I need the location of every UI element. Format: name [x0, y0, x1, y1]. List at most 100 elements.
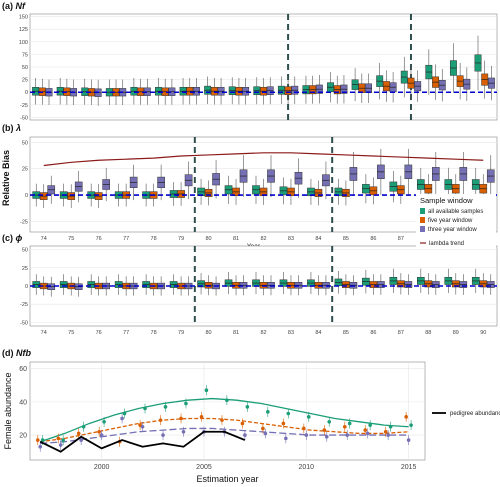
y-tick-label: 20: [19, 433, 27, 440]
panel-c: 50 25 0 -25 -50 74 75 76 77 78 79 80 81 82 83 84 85 86 87 8…: [2, 233, 498, 336]
x-tick-label: 83: [288, 236, 294, 242]
point-three: [406, 438, 411, 442]
point-three: [284, 436, 288, 441]
legend-background: [416, 194, 496, 249]
legend-pedigree-label: pedigree abundance: [450, 411, 500, 417]
y-tick-label: 0: [25, 90, 28, 96]
point-all: [245, 405, 250, 409]
point-three: [243, 433, 247, 437]
x-tick-label: 84: [315, 236, 321, 242]
point-five: [158, 418, 163, 422]
point-all: [102, 419, 106, 424]
x-tick-label: 79: [178, 330, 184, 336]
x-tick-label: 86: [370, 330, 376, 336]
x-tick-label: 75: [68, 330, 74, 336]
legend-swatch-five: [420, 217, 425, 223]
point-all: [266, 410, 270, 414]
panel-title-prefix: (c): [2, 233, 16, 243]
panel-title-prefix: (d): [2, 348, 16, 358]
point-three: [181, 429, 186, 434]
x-axis-label: Estimation year: [196, 474, 258, 484]
y-tick-label: 25: [22, 167, 28, 173]
y-tick-label: 50: [22, 65, 28, 71]
legend-title: Sample window: [420, 196, 473, 205]
point-five: [261, 426, 265, 431]
panel-title: (a) Nf: [2, 1, 26, 11]
x-tick-label: 76: [96, 236, 102, 242]
y-tick-label: 50: [22, 248, 28, 254]
point-three: [324, 434, 329, 439]
y-tick-label: 100: [19, 40, 28, 46]
point-five: [302, 426, 306, 431]
legend-trend-label: lambda trend: [429, 241, 464, 247]
point-all: [368, 423, 372, 427]
point-all: [347, 421, 352, 426]
x-tick-label: 75: [68, 236, 74, 242]
point-five: [322, 428, 327, 432]
x-tick-label: 90: [480, 330, 486, 336]
point-five: [76, 431, 81, 436]
x-tick-label: 81: [233, 236, 239, 242]
panel-title: (b) λ: [2, 123, 21, 133]
x-tick-label: 80: [205, 330, 211, 336]
panel-d: 20 40 60 2000 2005 2010 2015 Estimation year Fem…: [2, 348, 500, 484]
x-tick-label: 77: [123, 330, 129, 336]
panel-title-symbol: Nfb: [16, 348, 31, 358]
point-all: [286, 411, 291, 416]
panel-a: 150 125 100 75 50 25 0 -25 -50 (a) Nf: [2, 1, 498, 121]
x-tick-label: 78: [151, 330, 157, 336]
panel-title-symbol: ϕ: [16, 233, 23, 243]
point-all: [61, 438, 65, 442]
pedigree-line: [39, 430, 246, 453]
point-five: [220, 418, 224, 422]
point-five: [97, 429, 101, 434]
y-tick-label: -50: [20, 320, 28, 326]
y-tick-label: 0: [25, 284, 28, 290]
point-five: [363, 428, 368, 432]
y-axis-label: Female abundance: [3, 372, 13, 449]
point-three: [79, 438, 83, 442]
point-three: [58, 443, 63, 447]
x-tick-label: 77: [123, 236, 129, 242]
plot-border: [29, 361, 426, 461]
y-tick-label: 50: [22, 140, 28, 146]
x-tick-label: 2005: [196, 464, 212, 471]
x-tick-label: 82: [260, 330, 266, 336]
point-all: [81, 424, 86, 429]
x-tick-label: 87: [398, 236, 404, 242]
point-all: [327, 419, 332, 424]
x-tick-label: 82: [260, 236, 266, 242]
y-tick-label: 25: [22, 266, 28, 272]
point-all: [143, 406, 147, 411]
x-tick-label: 2010: [299, 464, 315, 471]
panel-title-prefix: (a): [2, 1, 16, 11]
x-tick-label: 85: [343, 330, 349, 336]
x-tick-label: 84: [315, 330, 321, 336]
point-all: [40, 438, 45, 442]
x-tick-label: 87: [398, 330, 404, 336]
x-tick-label: 79: [178, 236, 184, 242]
panel-title: (d) Nfb: [2, 348, 31, 358]
point-all: [409, 423, 413, 427]
legend-label-five: five year window: [428, 218, 473, 224]
point-five: [240, 421, 245, 426]
y-tick-label: 75: [22, 52, 28, 58]
point-three: [386, 433, 390, 437]
x-tick-label: 74: [41, 236, 47, 242]
point-five: [56, 436, 61, 441]
point-five: [404, 415, 408, 419]
point-three: [263, 431, 268, 436]
y-tick-label: 125: [19, 27, 28, 33]
point-five: [35, 438, 40, 442]
y-tick-label: 60: [19, 366, 27, 373]
y-tick-label: 0: [25, 193, 28, 199]
point-three: [120, 416, 124, 421]
point-all: [225, 398, 229, 403]
y-tick-label: 40: [19, 399, 27, 406]
point-all: [122, 411, 127, 416]
legend-label-three: three year window: [428, 227, 477, 233]
panel-title: (c) ϕ: [2, 233, 23, 243]
point-all: [184, 401, 188, 406]
point-all: [388, 424, 393, 429]
